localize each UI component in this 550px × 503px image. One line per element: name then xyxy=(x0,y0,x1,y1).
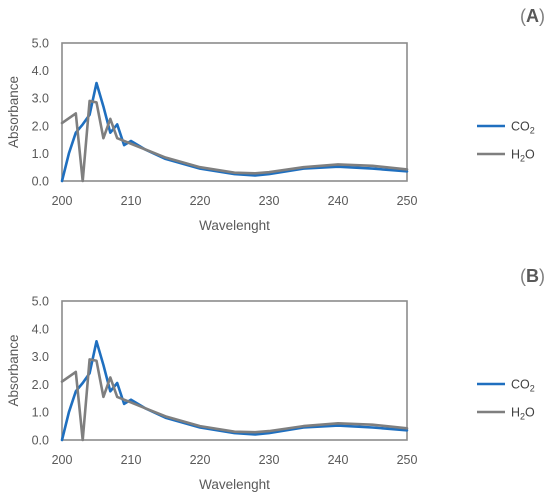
chart-panel-b: (B) 0.0 1.0 2.0 3.0 4.0 5.0 200 210 220 230 240 250 W… xyxy=(6,266,545,492)
y-tick-label: 3.0 xyxy=(32,350,49,364)
x-axis-title: Wavelenght xyxy=(199,477,270,492)
y-tick-label: 3.0 xyxy=(32,92,49,106)
plot-area-frame xyxy=(61,42,408,182)
x-tick-label: 240 xyxy=(328,194,349,208)
y-tick-label: 0.0 xyxy=(32,434,49,448)
x-tick-label: 250 xyxy=(397,194,418,208)
legend: CO2 H2O xyxy=(477,120,535,164)
series-line-h2o xyxy=(60,99,409,183)
y-tick-label: 1.0 xyxy=(32,147,49,161)
y-tick-label: 4.0 xyxy=(32,64,49,78)
y-tick-label: 0.0 xyxy=(32,175,49,189)
legend: CO2 H2O xyxy=(477,378,535,422)
chart-panel-a: (A) 0.0 1.0 2.0 3.0 4.0 5.0 200 210 220 230 240 250 W… xyxy=(6,6,545,233)
x-tick-label: 210 xyxy=(121,453,142,467)
panel-label: (B) xyxy=(520,266,545,286)
y-axis-title: Absorbance xyxy=(6,76,21,148)
x-tick-label: 220 xyxy=(190,453,211,467)
x-axis-title: Wavelenght xyxy=(199,218,270,233)
x-tick-label: 200 xyxy=(52,194,73,208)
y-tick-label: 4.0 xyxy=(32,322,49,336)
panel-label-open: ( xyxy=(520,6,526,26)
x-tick-label: 250 xyxy=(397,453,418,467)
series-line-h2o xyxy=(60,358,409,442)
panel-label-close: ) xyxy=(539,6,545,26)
x-tick-label: 220 xyxy=(190,194,211,208)
legend-label-co2: CO2 xyxy=(511,120,535,136)
plot-area-frame xyxy=(61,300,408,441)
series-line-co2 xyxy=(60,81,409,183)
panel-label-open: ( xyxy=(520,266,526,286)
legend-label-co2: CO2 xyxy=(511,378,535,394)
y-tick-label: 5.0 xyxy=(32,295,49,309)
legend-label-h2o: H2O xyxy=(511,148,535,164)
x-tick-label: 230 xyxy=(259,194,280,208)
y-tick-label: 1.0 xyxy=(32,406,49,420)
x-tick-label: 200 xyxy=(52,453,73,467)
x-tick-label: 210 xyxy=(121,194,142,208)
y-tick-label: 2.0 xyxy=(32,378,49,392)
legend-label-h2o: H2O xyxy=(511,406,535,422)
panel-label: (A) xyxy=(520,6,545,26)
panel-label-close: ) xyxy=(539,266,545,286)
y-axis-title: Absorbance xyxy=(6,334,21,406)
x-tick-label: 230 xyxy=(259,453,280,467)
x-tick-label: 240 xyxy=(328,453,349,467)
y-tick-label: 5.0 xyxy=(32,37,49,51)
series-line-co2 xyxy=(60,340,409,442)
y-tick-label: 2.0 xyxy=(32,119,49,133)
panel-label-letter: B xyxy=(526,266,539,286)
panel-label-letter: A xyxy=(526,6,539,26)
